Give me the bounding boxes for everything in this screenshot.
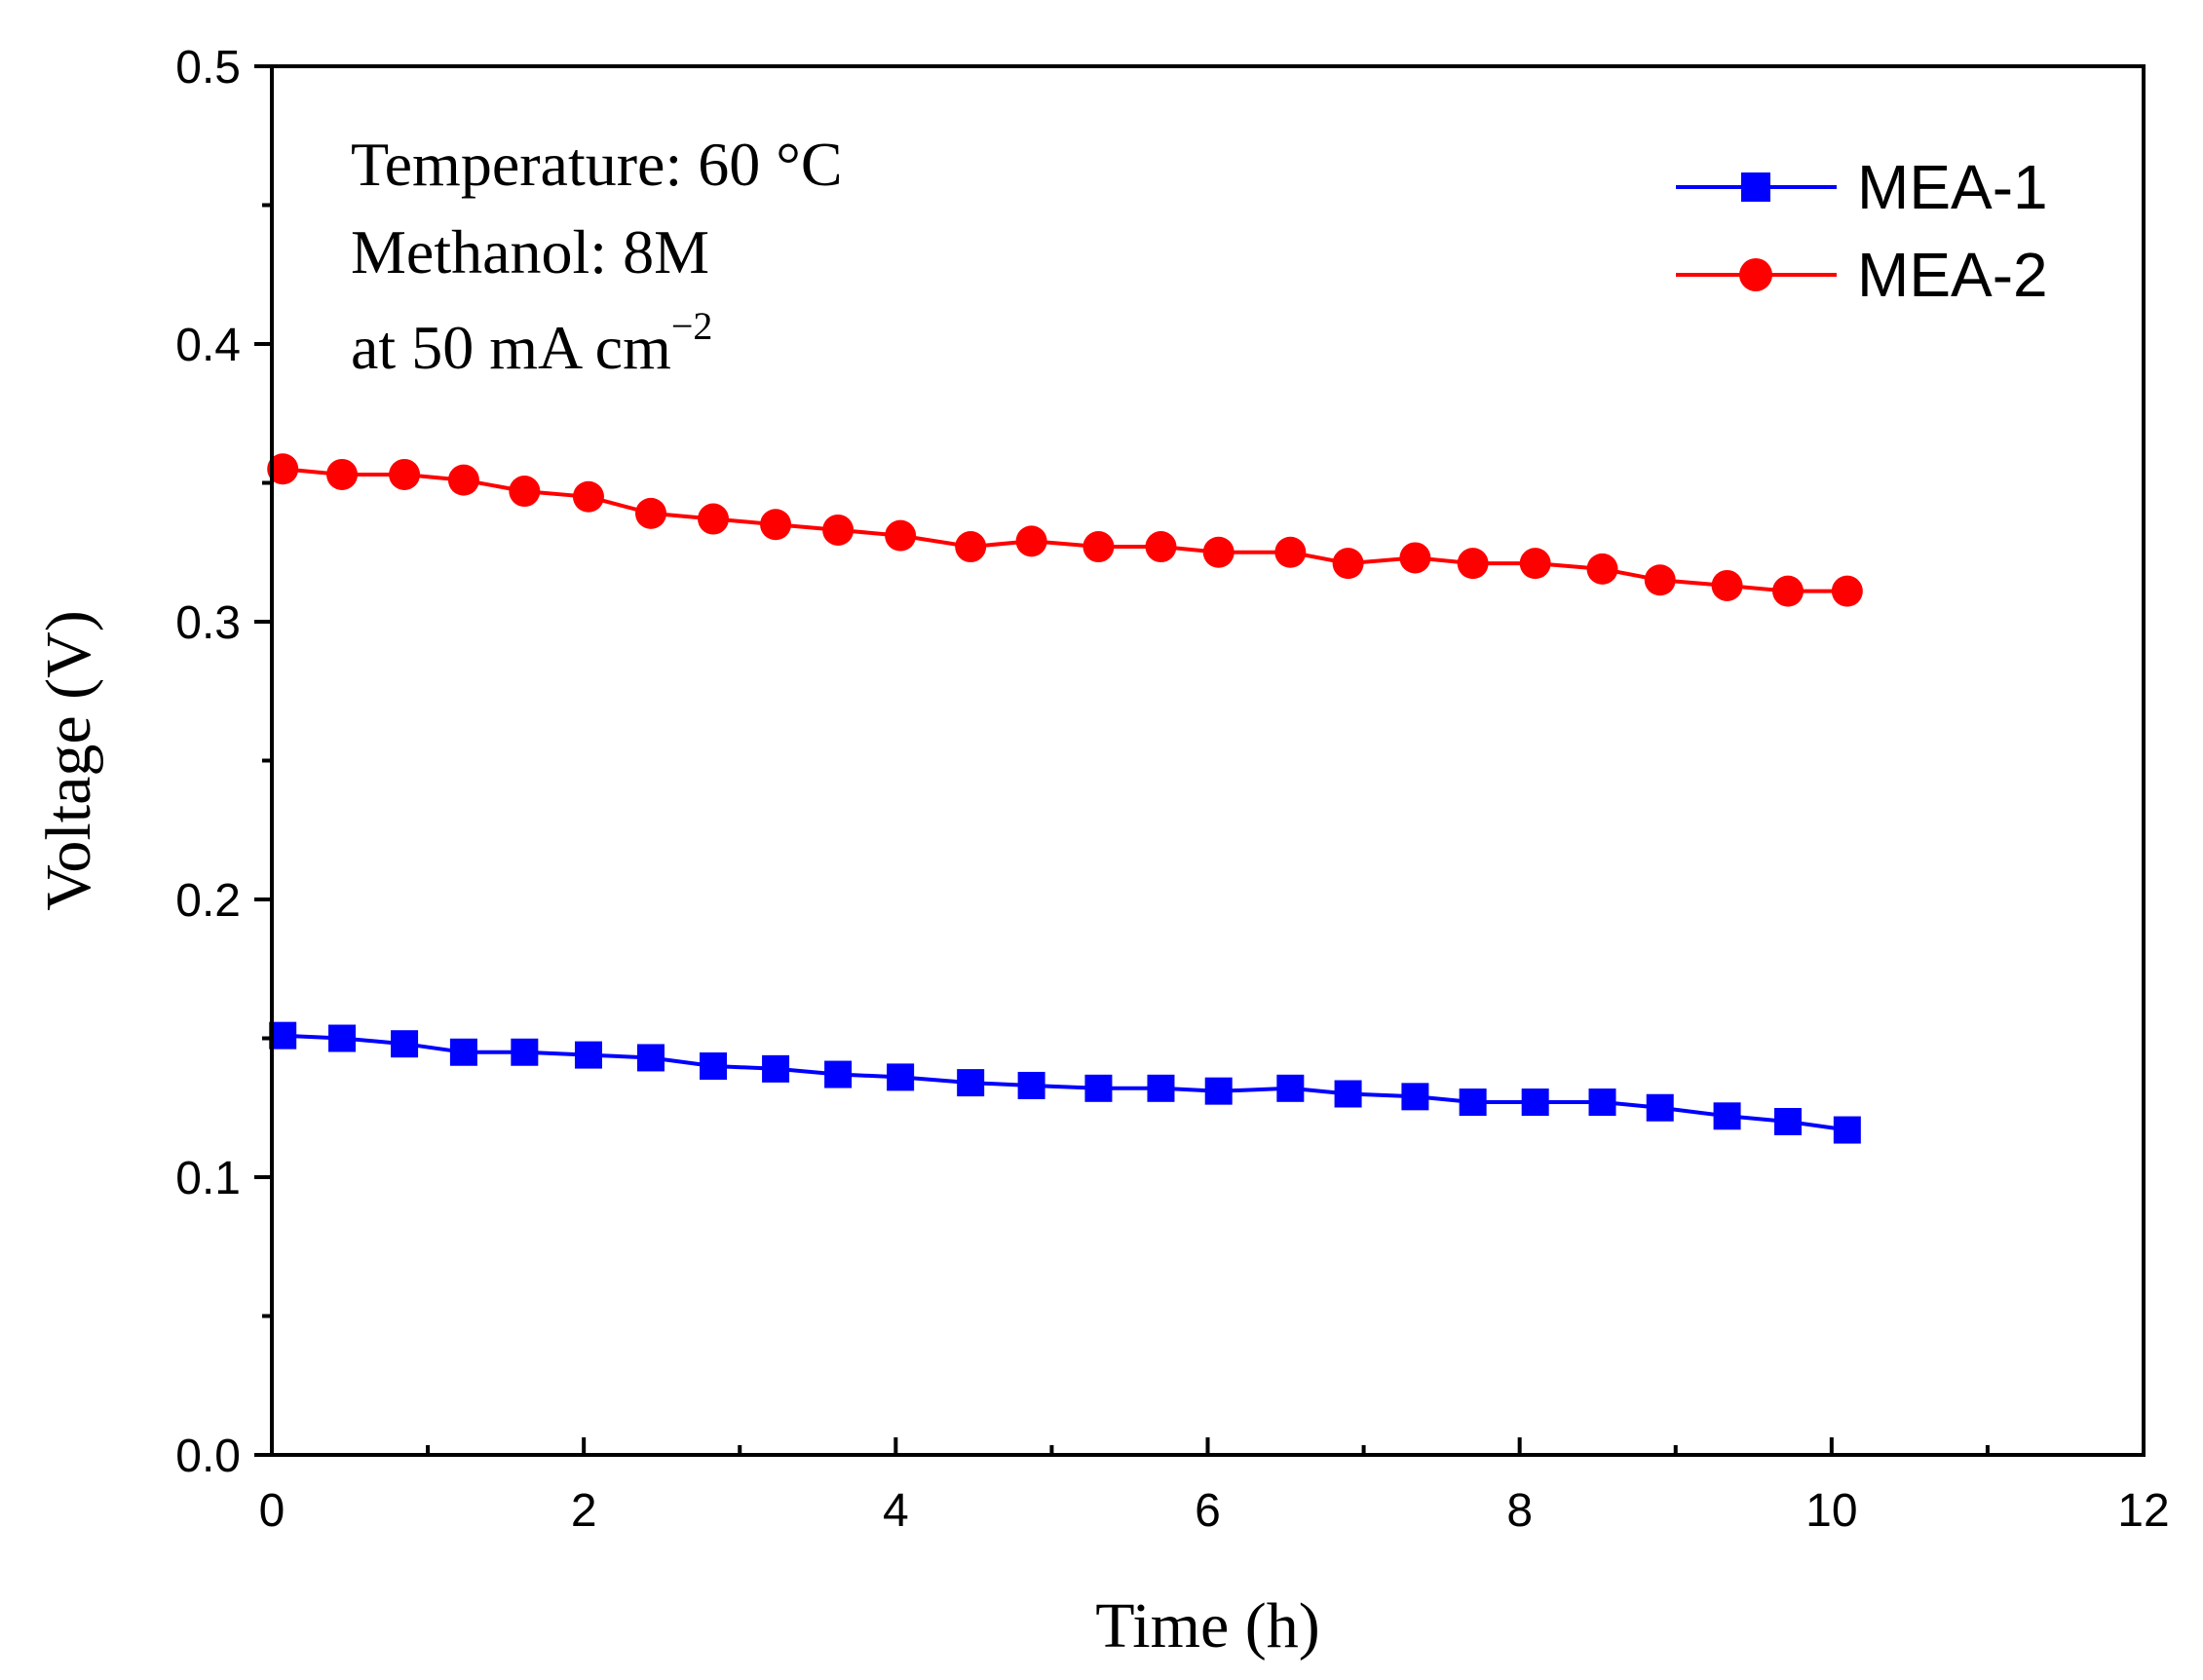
data-point <box>1646 1093 1674 1122</box>
plot-marks <box>267 453 1863 1144</box>
data-point <box>1274 536 1307 568</box>
legend: MEA-1 MEA-2 <box>1676 152 2048 310</box>
y-tick-label: 0.0 <box>175 1431 241 1482</box>
data-point <box>389 458 421 490</box>
y-tick-label: 0.4 <box>175 320 241 371</box>
legend-item: MEA-1 <box>1676 152 2048 222</box>
legend-label: MEA-2 <box>1857 240 2048 310</box>
data-point <box>1145 531 1177 563</box>
data-point <box>637 1044 665 1072</box>
data-point <box>572 480 604 513</box>
data-point <box>824 1060 853 1088</box>
data-point <box>1521 1088 1549 1117</box>
data-point <box>509 476 541 508</box>
data-point <box>1713 1102 1741 1130</box>
data-point <box>1399 542 1431 574</box>
annotation-current-density-exponent: −2 <box>671 304 713 348</box>
data-point <box>1334 1080 1362 1108</box>
data-point <box>1332 548 1364 580</box>
data-point <box>449 1038 477 1066</box>
data-point <box>391 1030 419 1058</box>
x-tick-label: 6 <box>1195 1485 1221 1537</box>
data-point <box>1644 564 1676 596</box>
annotation-current-density: at 50 mA cm−2 <box>351 304 712 382</box>
data-point <box>762 1054 790 1083</box>
data-point <box>1711 569 1743 601</box>
data-point <box>1015 525 1047 557</box>
data-point <box>1586 553 1618 585</box>
data-point <box>1774 1108 1803 1135</box>
data-point <box>1519 548 1551 580</box>
data-point <box>1772 575 1804 607</box>
x-tick-label: 10 <box>1805 1485 1857 1537</box>
data-point <box>887 1063 915 1091</box>
data-point <box>700 1052 728 1080</box>
annotation-methanol: Methanol: 8M <box>351 217 709 286</box>
annotation-current-density-main: at 50 mA cm <box>351 313 671 382</box>
data-point <box>1147 1074 1175 1102</box>
data-point <box>698 503 730 535</box>
data-point <box>1202 536 1234 568</box>
data-point <box>635 497 667 529</box>
data-point <box>1459 1088 1487 1117</box>
x-tick-label: 12 <box>2117 1485 2169 1537</box>
data-point <box>511 1038 539 1066</box>
x-tick-label: 8 <box>1506 1485 1533 1537</box>
y-tick-label: 0.3 <box>175 597 241 649</box>
annotation-temperature: Temperature: 60 °C <box>351 130 843 199</box>
data-point <box>955 531 987 563</box>
data-point <box>1831 575 1863 607</box>
data-point <box>328 1024 357 1052</box>
data-point <box>447 464 479 496</box>
data-point <box>267 453 299 485</box>
legend-marker <box>1739 258 1772 291</box>
data-point <box>1204 1077 1233 1105</box>
x-axis-title: Time (h) <box>1095 1590 1319 1661</box>
conditions-annotation: Temperature: 60 °C Methanol: 8M at 50 mA… <box>351 130 843 382</box>
legend-label: MEA-1 <box>1857 152 2048 222</box>
data-point <box>1276 1074 1305 1102</box>
data-point <box>885 519 917 552</box>
axis-ticks: 0 2 4 6 8 10 12 0.0 0.1 0.2 0.3 0.4 0.5 <box>175 42 2169 1537</box>
y-tick-label: 0.1 <box>175 1153 241 1204</box>
x-tick-label: 2 <box>571 1485 597 1537</box>
data-point <box>1457 548 1489 580</box>
data-point <box>1833 1116 1861 1144</box>
y-axis-title: Voltage (V) <box>33 610 104 911</box>
data-point <box>760 509 792 541</box>
data-point <box>1401 1083 1429 1111</box>
legend-item: MEA-2 <box>1676 240 2048 310</box>
series-MEA-2 <box>267 453 1863 607</box>
x-tick-label: 4 <box>883 1485 909 1537</box>
data-point <box>1017 1071 1045 1099</box>
data-point <box>1083 531 1115 563</box>
y-tick-label: 0.2 <box>175 875 241 927</box>
data-point <box>1084 1074 1113 1102</box>
x-tick-label: 0 <box>259 1485 285 1537</box>
y-tick-label: 0.5 <box>175 42 241 94</box>
data-point <box>957 1069 985 1097</box>
series-MEA-1 <box>269 1021 1861 1144</box>
data-point <box>1588 1088 1616 1117</box>
data-point <box>326 458 359 490</box>
legend-marker <box>1741 172 1770 202</box>
data-point <box>822 514 855 546</box>
data-point <box>574 1041 602 1069</box>
